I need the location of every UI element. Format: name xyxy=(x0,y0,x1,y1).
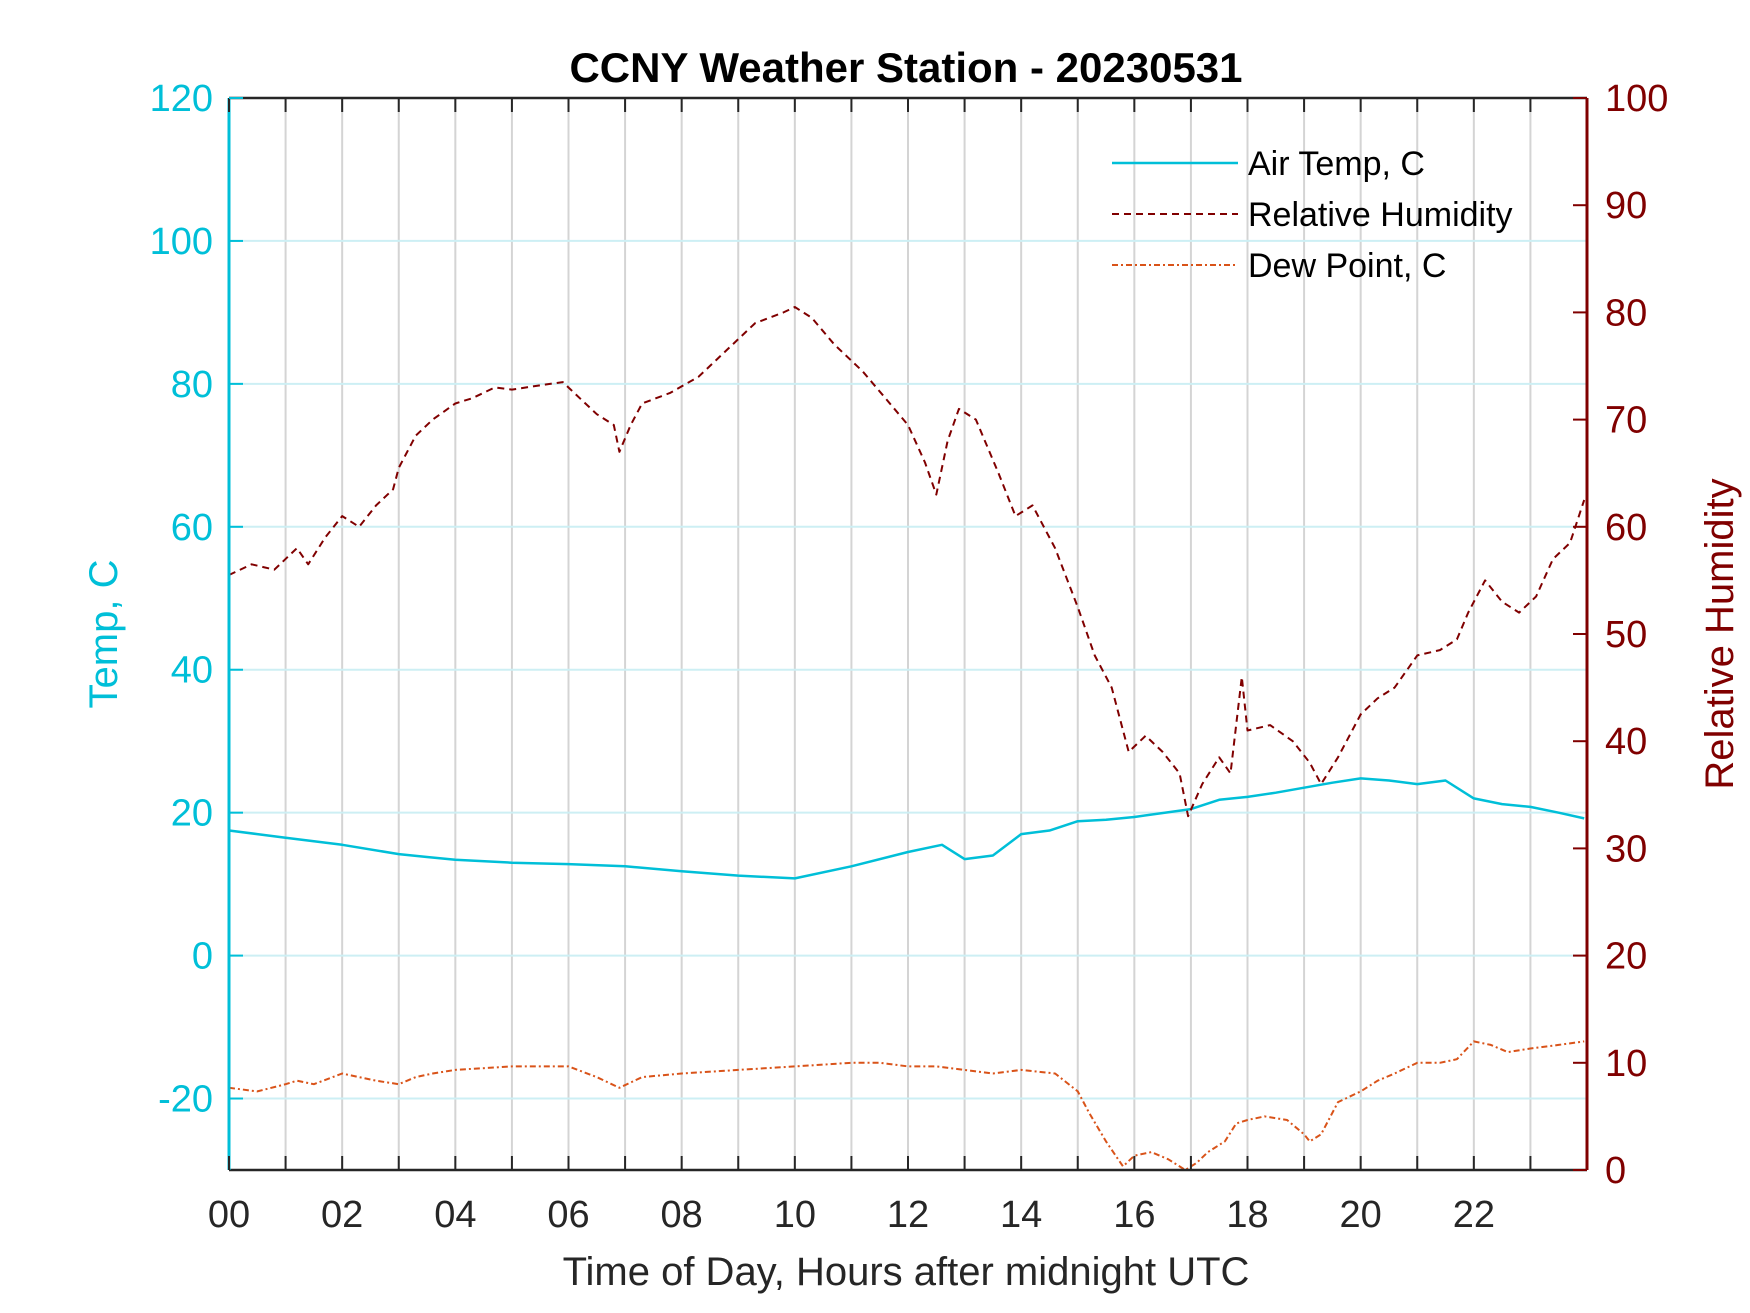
x-tick-label: 20 xyxy=(1340,1194,1382,1236)
y-right-tick-label: 70 xyxy=(1605,400,1647,442)
y-left-tick-label: 20 xyxy=(171,793,213,835)
y-right-tick-label: 20 xyxy=(1605,936,1647,978)
y-left-tick-label: 80 xyxy=(171,364,213,406)
x-tick-label: 00 xyxy=(208,1194,250,1236)
plot-axes xyxy=(227,96,1589,1172)
y-left-tick-label: 60 xyxy=(171,507,213,549)
legend-entry-label: Relative Humidity xyxy=(1248,196,1513,234)
legend-entry-label: Air Temp, C xyxy=(1248,145,1425,183)
y-right-tick-label: 50 xyxy=(1605,614,1647,656)
x-axis-label: Time of Day, Hours after midnight UTC xyxy=(563,1250,1250,1294)
x-tick-label: 16 xyxy=(1113,1194,1155,1236)
x-tick-label: 18 xyxy=(1226,1194,1268,1236)
chart-title: CCNY Weather Station - 20230531 xyxy=(569,44,1242,91)
y-left-tick-label: 120 xyxy=(150,78,213,120)
y-right-tick-label: 90 xyxy=(1605,185,1647,227)
plot-series xyxy=(228,306,1586,1171)
y-left-tick-label: -20 xyxy=(158,1079,213,1121)
x-tick-label: 14 xyxy=(1000,1194,1042,1236)
y-right-tick-label: 80 xyxy=(1605,292,1647,334)
y-axis-right-label: Relative Humidity xyxy=(1698,478,1742,789)
y-left-tick-label: 40 xyxy=(171,650,213,692)
x-tick-label: 10 xyxy=(774,1194,816,1236)
series-line-relative-humidity xyxy=(228,306,1586,818)
x-tick-label: 08 xyxy=(661,1194,703,1236)
series-line-air-temp xyxy=(228,777,1585,880)
y-right-tick-label: 100 xyxy=(1605,78,1668,120)
grid-lines xyxy=(229,98,1587,1170)
y-right-tick-label: 40 xyxy=(1605,721,1647,763)
x-tick-label: 06 xyxy=(547,1194,589,1236)
y-left-tick-label: 0 xyxy=(192,936,213,978)
y-axis-left-label: Temp, C xyxy=(82,560,126,709)
y-right-tick-label: 60 xyxy=(1605,507,1647,549)
x-tick-label: 22 xyxy=(1453,1194,1495,1236)
y-right-tick-label: 0 xyxy=(1605,1150,1626,1192)
y-left-tick-label: 100 xyxy=(150,221,213,263)
x-tick-label: 12 xyxy=(887,1194,929,1236)
y-right-tick-label: 10 xyxy=(1605,1043,1647,1085)
y-right-tick-label: 30 xyxy=(1605,828,1647,870)
x-tick-label: 02 xyxy=(321,1194,363,1236)
x-tick-label: 04 xyxy=(434,1194,476,1236)
series-line-dew-point xyxy=(228,1040,1585,1171)
tick-labels: 00 02 04 06 08 10 12 14 16 18 20 22-200204060801001… xyxy=(150,78,1669,1236)
legend: Air Temp, C Relative Humidity Dew Point, C xyxy=(1112,145,1513,285)
legend-entry-label: Dew Point, C xyxy=(1248,247,1446,285)
